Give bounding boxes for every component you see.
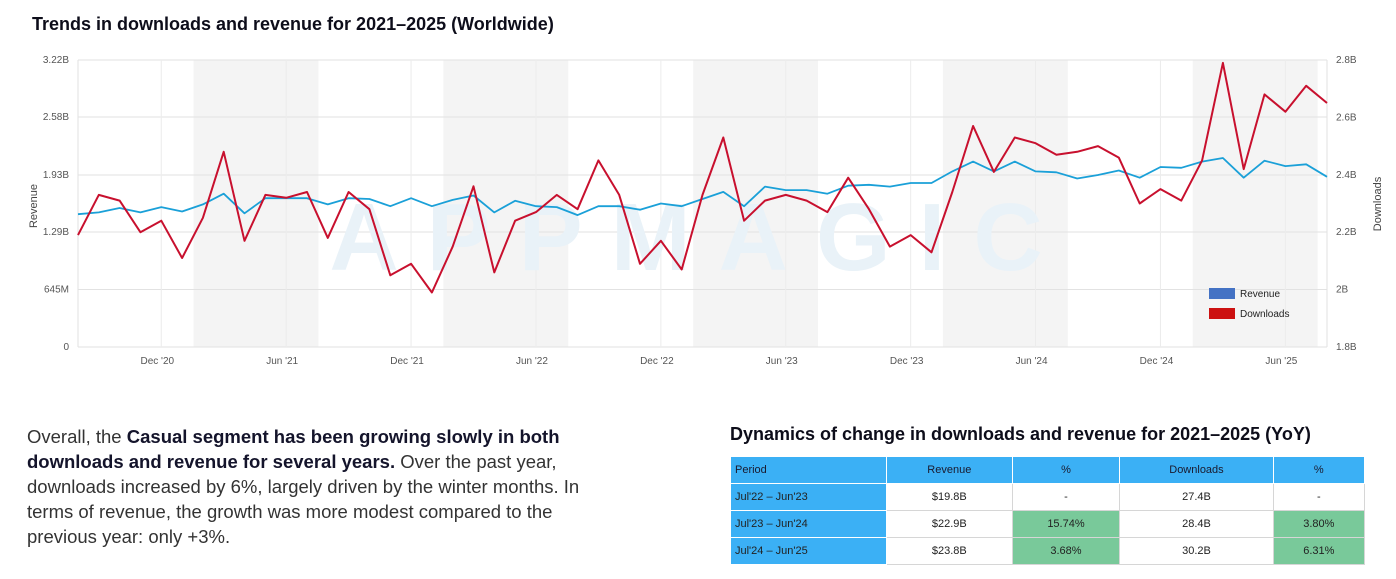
shaded-band (1192, 60, 1318, 347)
left-tick-label: 3.22B (43, 55, 69, 66)
x-tick-label: Jun '21 (266, 356, 298, 367)
cell-period: Jul'22 – Jun'23 (730, 483, 887, 511)
x-tick-label: Jun '23 (766, 356, 798, 367)
cell-revenue: $23.8B (886, 537, 1013, 565)
cell-revenue: $22.9B (886, 510, 1013, 538)
x-tick-label: Dec '21 (390, 356, 424, 367)
right-axis-title: Downloads (1372, 176, 1384, 231)
legend-label-downloads: Downloads (1240, 309, 1289, 320)
left-tick-label: 2.58B (43, 112, 69, 123)
cell-revenue-pct: 15.74% (1011, 510, 1121, 538)
cell-downloads-pct: 3.80% (1272, 510, 1366, 538)
cell-revenue-pct: 3.68% (1011, 537, 1121, 565)
table-title: Dynamics of change in downloads and reve… (730, 424, 1311, 444)
header-downloads-pct: % (1272, 456, 1366, 484)
x-tick-label: Dec '24 (1140, 356, 1174, 367)
right-tick-label: 2.2B (1336, 227, 1357, 238)
x-tick-label: Dec '22 (640, 356, 674, 367)
cell-downloads-pct: 6.31% (1272, 537, 1366, 565)
series-lines (77, 61, 1328, 294)
right-tick-label: 2B (1336, 285, 1349, 296)
shaded-band (193, 60, 319, 347)
cell-revenue-pct: - (1011, 483, 1121, 511)
table-row: Jul'22 – Jun'23 $19.8B - 27.4B - (730, 483, 1366, 511)
summary-bold: Casual segment has been growing slowly i… (27, 426, 560, 472)
summary-text: Overall, the Casual segment has been gro… (27, 424, 607, 549)
legend-label-revenue: Revenue (1240, 289, 1280, 300)
cell-downloads: 27.4B (1119, 483, 1274, 511)
cell-period: Jul'23 – Jun'24 (730, 510, 887, 538)
left-tick-label: 1.29B (43, 227, 69, 238)
x-tick-label: Dec '23 (890, 356, 924, 367)
cell-revenue: $19.8B (886, 483, 1013, 511)
header-revenue-pct: % (1011, 456, 1121, 484)
summary-part-1: Overall, the (27, 426, 127, 447)
table-header-row: Period Revenue % Downloads % (730, 456, 1366, 484)
header-revenue: Revenue (886, 456, 1013, 484)
table-row: Jul'23 – Jun'24 $22.9B 15.74% 28.4B 3.80… (730, 510, 1366, 538)
legend-swatch-revenue (1209, 288, 1235, 299)
left-tick-label: 645M (44, 285, 69, 296)
cell-period: Jul'24 – Jun'25 (730, 537, 887, 565)
chart-title: Trends in downloads and revenue for 2021… (32, 14, 554, 34)
right-axis-ticks: 1.8B 2B 2.2B 2.4B 2.6B 2.8B (1336, 55, 1357, 353)
left-axis-ticks: 0 645M 1.29B 1.93B 2.58B 3.22B (43, 55, 70, 353)
right-tick-label: 2.6B (1336, 112, 1357, 123)
shaded-band (693, 60, 819, 347)
x-tick-label: Jun '24 (1016, 356, 1048, 367)
right-tick-label: 2.4B (1336, 170, 1357, 181)
cell-downloads: 28.4B (1119, 510, 1274, 538)
x-axis-ticks: Dec '20 Jun '21 Dec '21 Jun '22 Dec '22 Jun '… (140, 356, 1297, 367)
shaded-band (942, 60, 1068, 347)
cell-downloads-pct: - (1272, 483, 1366, 511)
cell-downloads: 30.2B (1119, 537, 1274, 565)
right-tick-label: 1.8B (1336, 342, 1357, 353)
legend-swatch-downloads (1209, 308, 1235, 319)
x-tick-label: Jun '25 (1265, 356, 1297, 367)
yoy-table: Period Revenue % Downloads % Jul'22 – Ju… (730, 456, 1366, 565)
summary-part-2: Over the past year, downloads increased … (27, 451, 580, 547)
right-tick-label: 2.8B (1336, 55, 1357, 66)
table-row: Jul'24 – Jun'25 $23.8B 3.68% 30.2B 6.31% (730, 537, 1366, 565)
legend: Revenue Downloads (1209, 288, 1289, 320)
header-downloads: Downloads (1119, 456, 1274, 484)
left-tick-label: 1.93B (43, 170, 69, 181)
x-tick-label: Dec '20 (140, 356, 174, 367)
series-line-downloads (77, 61, 1328, 294)
header-period: Period (730, 456, 887, 484)
left-axis-title: Revenue (28, 184, 40, 228)
gridlines (77, 59, 1328, 348)
x-tick-label: Jun '22 (516, 356, 548, 367)
left-tick-label: 0 (63, 342, 69, 353)
